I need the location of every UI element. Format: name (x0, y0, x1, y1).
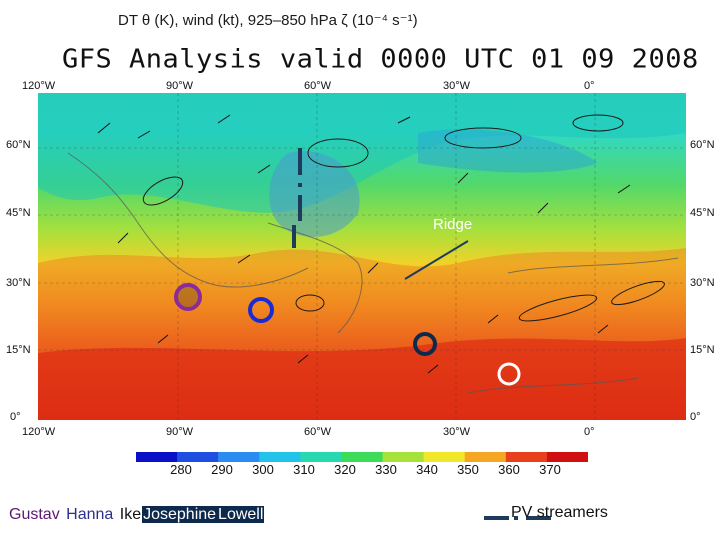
legend-ike: Ike (119, 506, 142, 523)
tropical-region (38, 338, 686, 420)
colorbar-swatch (177, 452, 219, 462)
lat-tick-left: 30°N (6, 277, 31, 289)
lat-tick-right: 30°N (690, 277, 715, 289)
colorbar-swatch (546, 452, 588, 462)
legend-lowell: Lowell (217, 506, 265, 523)
vorticity-contours (142, 114, 665, 322)
colorbar (136, 452, 588, 462)
lon-tick-top: 120°W (22, 80, 56, 92)
theta-map (38, 93, 686, 420)
colorbar-swatch (464, 452, 507, 462)
ridge-arrow (404, 240, 469, 280)
lat-tick-left: 60°N (6, 139, 31, 151)
cool-air-patch (418, 129, 598, 173)
lon-tick-top: 90°W (166, 80, 194, 92)
legend-josephine: Josephine (142, 506, 218, 523)
colorbar-swatch (382, 452, 425, 462)
lon-tick-top: 30°W (443, 80, 471, 92)
legend-hanna: Hanna (66, 506, 114, 523)
lat-tick-right: 0° (690, 411, 701, 423)
lon-tick-top: 0° (584, 80, 595, 92)
gustav-core (177, 286, 199, 308)
colorbar-label: 360 (498, 462, 520, 477)
pv-streamers-label: PV streamers (511, 504, 608, 521)
storm-legend: Gustav Hanna Ike Josephine Lowell (8, 504, 265, 526)
colorbar-label: 340 (416, 462, 438, 477)
lon-tick-bottom: 120°W (22, 426, 56, 438)
colorbar-swatch (218, 452, 260, 462)
lon-tick-bottom: 0° (584, 426, 595, 438)
pv-streamer-legend-line (484, 516, 551, 520)
colorbar-swatch (423, 452, 466, 462)
map-title: GFS Analysis valid 0000 UTC 01 09 2008 (62, 44, 699, 75)
lat-tick-left: 15°N (6, 344, 31, 356)
colorbar-label: 300 (252, 462, 274, 477)
pv-streamer-lines (292, 148, 302, 248)
colorbar-label: 370 (539, 462, 561, 477)
ike-circle (413, 332, 437, 356)
wind-barbs (97, 114, 631, 374)
trough-region (269, 151, 360, 237)
colorbar-label: 320 (334, 462, 356, 477)
colorbar-swatch (259, 452, 301, 462)
lat-tick-left: 0° (10, 411, 21, 423)
lat-tick-right: 60°N (690, 139, 715, 151)
cool-air-region (38, 93, 686, 213)
hanna-circle (248, 297, 274, 323)
ridge-label: Ridge (433, 216, 473, 233)
colorbar-label: 350 (457, 462, 479, 477)
colorbar-swatch (300, 452, 342, 462)
lon-tick-bottom: 30°W (443, 426, 471, 438)
caption: DT θ (K), wind (kt), 925–850 hPa ζ (10⁻⁴… (118, 12, 418, 29)
lon-tick-bottom: 90°W (166, 426, 194, 438)
josephine-circle (497, 362, 521, 386)
colorbar-swatch (341, 452, 384, 462)
legend-gustav: Gustav (9, 506, 60, 523)
colorbar-swatch (136, 452, 178, 462)
lat-tick-right: 45°N (690, 207, 715, 219)
colorbar-label: 330 (375, 462, 397, 477)
colorbar-label: 290 (211, 462, 233, 477)
lat-tick-right: 15°N (690, 344, 715, 356)
lon-tick-top: 60°W (304, 80, 332, 92)
colorbar-label: 310 (293, 462, 315, 477)
lat-tick-left: 45°N (6, 207, 31, 219)
colorbar-label: 280 (170, 462, 192, 477)
lon-tick-bottom: 60°W (304, 426, 332, 438)
colorbar-swatch (505, 452, 548, 462)
gustav-circle (174, 283, 202, 311)
